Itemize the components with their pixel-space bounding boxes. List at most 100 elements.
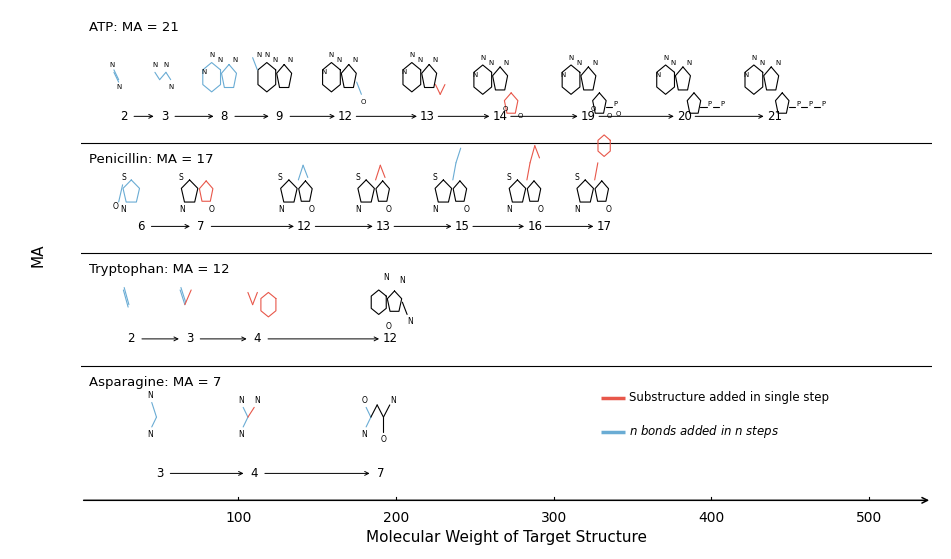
Text: N: N [473,72,477,78]
Text: N: N [409,52,415,58]
Text: 12: 12 [339,110,353,123]
Text: 15: 15 [455,220,470,233]
Text: S: S [121,173,126,182]
Text: 12: 12 [382,333,398,345]
Text: N: N [655,72,660,78]
Text: N: N [417,57,422,63]
Text: 12: 12 [297,220,312,233]
Text: N: N [288,57,293,63]
Text: O: O [361,396,367,405]
Text: N: N [687,60,692,65]
Text: N: N [164,62,168,68]
Text: N: N [116,84,122,90]
Text: N: N [751,55,756,60]
Text: O: O [605,205,611,214]
Text: 9: 9 [276,110,283,123]
Text: N: N [504,60,509,65]
Text: N: N [384,273,390,282]
Text: N: N [179,205,184,214]
Text: 2: 2 [127,333,135,345]
Text: 19: 19 [581,110,596,123]
Text: Penicillin: MA = 17: Penicillin: MA = 17 [88,153,213,166]
Text: 20: 20 [677,110,692,123]
Text: N: N [209,52,214,58]
Text: 16: 16 [527,220,542,233]
Text: O: O [112,202,119,211]
Text: O: O [502,106,508,112]
Text: O: O [385,322,391,331]
Text: N: N [320,69,326,75]
Text: N: N [257,52,262,58]
Text: N: N [353,57,358,63]
Text: N: N [147,391,153,400]
Text: N: N [433,205,438,214]
Text: N: N [109,62,115,68]
Text: O: O [386,205,392,214]
Text: 4: 4 [250,467,258,480]
Text: N: N [488,60,494,65]
Text: S: S [179,173,184,182]
Text: P: P [720,101,725,107]
Text: N: N [775,60,780,65]
Text: 3: 3 [161,110,168,123]
Text: O: O [208,205,215,214]
Text: N: N [399,276,405,285]
Text: O: O [537,205,543,214]
Text: $n$ bonds added in $n$ steps: $n$ bonds added in $n$ steps [630,423,780,440]
Text: N: N [152,62,158,68]
Text: N: N [560,72,566,78]
Text: MA: MA [30,244,46,268]
Text: P: P [613,101,617,107]
Text: 14: 14 [493,110,508,123]
Text: O: O [591,106,595,112]
Text: S: S [355,173,359,182]
Text: N: N [272,57,278,63]
Text: O: O [360,99,366,105]
Text: N: N [217,57,223,63]
Text: Asparagine: MA = 7: Asparagine: MA = 7 [88,376,221,389]
Text: 2: 2 [120,110,127,123]
Text: N: N [264,52,269,58]
Text: 8: 8 [221,110,228,123]
Text: N: N [569,55,573,60]
Text: N: N [744,72,748,78]
Text: N: N [576,60,582,65]
Text: N: N [239,396,244,405]
Text: 7: 7 [197,220,204,233]
Text: O: O [380,435,386,444]
Text: P: P [708,101,711,107]
Text: N: N [168,84,173,90]
Text: S: S [506,173,511,182]
Text: 7: 7 [377,467,384,480]
Text: N: N [356,205,361,214]
Text: N: N [202,69,206,75]
Text: 3: 3 [156,467,164,480]
Text: 21: 21 [767,110,782,123]
Text: Substructure added in single step: Substructure added in single step [630,391,829,404]
Text: P: P [821,101,825,107]
Text: S: S [278,173,282,182]
Text: N: N [121,205,126,214]
Text: N: N [255,396,261,405]
Text: N: N [361,430,367,439]
Text: S: S [574,173,579,182]
Text: N: N [390,396,396,405]
Text: N: N [233,57,238,63]
Text: N: N [407,318,413,326]
Text: N: N [239,430,244,439]
Text: 13: 13 [420,110,435,123]
Text: Tryptophan: MA = 12: Tryptophan: MA = 12 [88,263,229,276]
X-axis label: Molecular Weight of Target Structure: Molecular Weight of Target Structure [366,530,647,545]
Text: 4: 4 [254,333,262,345]
Text: N: N [480,55,485,60]
Text: O: O [463,205,469,214]
Text: N: N [670,60,676,65]
Text: 3: 3 [185,333,193,345]
Text: N: N [337,57,342,63]
Text: N: N [401,69,407,75]
Text: 6: 6 [137,220,145,233]
Text: N: N [278,205,284,214]
Text: N: N [329,52,334,58]
Text: P: P [796,101,800,107]
Text: S: S [433,173,437,182]
